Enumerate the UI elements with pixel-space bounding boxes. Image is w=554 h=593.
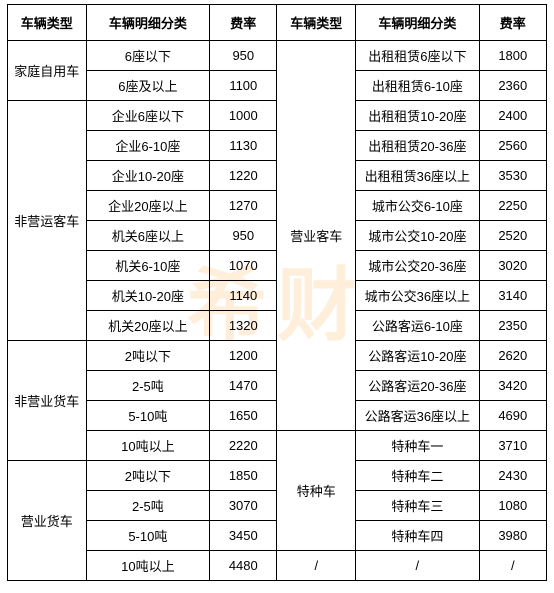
cell-detail: 企业10-20座 xyxy=(86,161,210,191)
cell-rate: 1000 xyxy=(210,101,277,131)
cell-rate: 1800 xyxy=(479,41,546,71)
cell-vehicle-type: 特种车 xyxy=(277,431,356,551)
cell-detail: 2-5吨 xyxy=(86,371,210,401)
cell-rate: 4690 xyxy=(479,401,546,431)
cell-vehicle-type: 营业货车 xyxy=(8,461,87,581)
cell-rate: 3710 xyxy=(479,431,546,461)
cell-rate: 1470 xyxy=(210,371,277,401)
cell-rate: 3070 xyxy=(210,491,277,521)
cell-detail: 城市公交10-20座 xyxy=(356,221,480,251)
rate-table: 车辆类型 车辆明细分类 费率 车辆类型 车辆明细分类 费率 家庭自用车6座以下9… xyxy=(7,4,547,581)
cell-rate: 4480 xyxy=(210,551,277,581)
col-detail-right: 车辆明细分类 xyxy=(356,5,480,41)
cell-rate: 2430 xyxy=(479,461,546,491)
cell-detail: 出租租赁6座以下 xyxy=(356,41,480,71)
cell-rate: 1650 xyxy=(210,401,277,431)
col-vehicle-type-right: 车辆类型 xyxy=(277,5,356,41)
cell-vehicle-type: 非营业货车 xyxy=(8,341,87,461)
table-row: 10吨以上2220特种车特种车一3710 xyxy=(8,431,547,461)
cell-detail: 公路客运6-10座 xyxy=(356,311,480,341)
cell-rate: 3450 xyxy=(210,521,277,551)
cell-rate: 1130 xyxy=(210,131,277,161)
cell-detail: 机关6座以上 xyxy=(86,221,210,251)
cell-detail: 特种车三 xyxy=(356,491,480,521)
cell-detail: 出租租赁20-36座 xyxy=(356,131,480,161)
cell-rate: 1140 xyxy=(210,281,277,311)
cell-detail: 6座及以上 xyxy=(86,71,210,101)
cell-detail: 企业20座以上 xyxy=(86,191,210,221)
cell-rate: 2360 xyxy=(479,71,546,101)
cell-detail: 机关20座以上 xyxy=(86,311,210,341)
cell-rate: 3020 xyxy=(479,251,546,281)
cell-vehicle-type: 家庭自用车 xyxy=(8,41,87,101)
cell-detail: 特种车一 xyxy=(356,431,480,461)
cell-rate: 3530 xyxy=(479,161,546,191)
col-rate-right: 费率 xyxy=(479,5,546,41)
cell-rate: 3980 xyxy=(479,521,546,551)
cell-rate: 2250 xyxy=(479,191,546,221)
table-row: 10吨以上4480/// xyxy=(8,551,547,581)
cell-rate: 950 xyxy=(210,41,277,71)
cell-rate: 2400 xyxy=(479,101,546,131)
cell-detail: 机关6-10座 xyxy=(86,251,210,281)
cell-rate: 1270 xyxy=(210,191,277,221)
cell-detail: 城市公交6-10座 xyxy=(356,191,480,221)
cell-detail: 2吨以下 xyxy=(86,341,210,371)
cell-rate: 2350 xyxy=(479,311,546,341)
cell-vehicle-type: / xyxy=(277,551,356,581)
cell-detail: 机关10-20座 xyxy=(86,281,210,311)
cell-rate: / xyxy=(479,551,546,581)
cell-detail: 6座以下 xyxy=(86,41,210,71)
cell-rate: 1220 xyxy=(210,161,277,191)
col-detail-left: 车辆明细分类 xyxy=(86,5,210,41)
cell-rate: 2620 xyxy=(479,341,546,371)
cell-detail: 出租租赁6-10座 xyxy=(356,71,480,101)
cell-detail: 公路客运36座以上 xyxy=(356,401,480,431)
cell-rate: 3420 xyxy=(479,371,546,401)
col-rate-left: 费率 xyxy=(210,5,277,41)
cell-rate: 1320 xyxy=(210,311,277,341)
cell-detail: 公路客运10-20座 xyxy=(356,341,480,371)
cell-detail: 特种车四 xyxy=(356,521,480,551)
cell-detail: / xyxy=(356,551,480,581)
cell-rate: 1850 xyxy=(210,461,277,491)
cell-detail: 城市公交36座以上 xyxy=(356,281,480,311)
cell-rate: 1100 xyxy=(210,71,277,101)
header-row: 车辆类型 车辆明细分类 费率 车辆类型 车辆明细分类 费率 xyxy=(8,5,547,41)
cell-rate: 950 xyxy=(210,221,277,251)
cell-detail: 特种车二 xyxy=(356,461,480,491)
cell-detail: 10吨以上 xyxy=(86,551,210,581)
cell-rate: 2220 xyxy=(210,431,277,461)
cell-rate: 2520 xyxy=(479,221,546,251)
cell-detail: 城市公交20-36座 xyxy=(356,251,480,281)
cell-detail: 10吨以上 xyxy=(86,431,210,461)
cell-detail: 出租租赁36座以上 xyxy=(356,161,480,191)
cell-rate: 1070 xyxy=(210,251,277,281)
cell-rate: 2560 xyxy=(479,131,546,161)
cell-detail: 5-10吨 xyxy=(86,521,210,551)
cell-detail: 公路客运20-36座 xyxy=(356,371,480,401)
cell-rate: 1080 xyxy=(479,491,546,521)
cell-rate: 3140 xyxy=(479,281,546,311)
cell-detail: 企业6-10座 xyxy=(86,131,210,161)
cell-detail: 出租租赁10-20座 xyxy=(356,101,480,131)
cell-vehicle-type: 非营运客车 xyxy=(8,101,87,341)
cell-rate: 1200 xyxy=(210,341,277,371)
cell-vehicle-type: 营业客车 xyxy=(277,41,356,431)
table-body: 家庭自用车6座以下950营业客车出租租赁6座以下18006座及以上1100出租租… xyxy=(8,41,547,581)
table-row: 家庭自用车6座以下950营业客车出租租赁6座以下1800 xyxy=(8,41,547,71)
cell-detail: 2吨以下 xyxy=(86,461,210,491)
cell-detail: 5-10吨 xyxy=(86,401,210,431)
cell-detail: 企业6座以下 xyxy=(86,101,210,131)
col-vehicle-type-left: 车辆类型 xyxy=(8,5,87,41)
cell-detail: 2-5吨 xyxy=(86,491,210,521)
